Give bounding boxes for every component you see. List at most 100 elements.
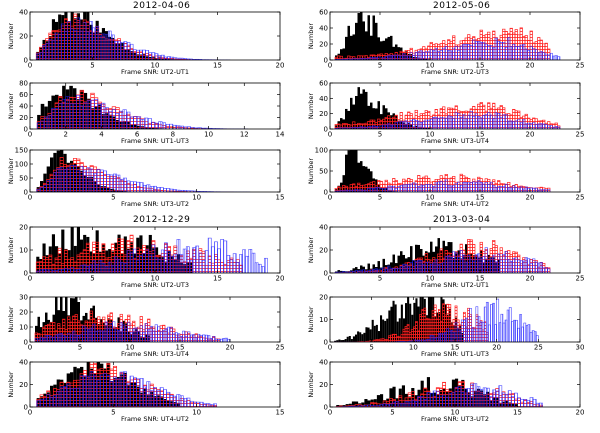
blue-bar [450, 257, 453, 273]
blue-bar [505, 47, 508, 60]
x-tick-label: 2 [63, 131, 67, 139]
blue-bar [160, 332, 163, 342]
blue-bar [543, 124, 546, 129]
blue-bar [133, 378, 136, 407]
blue-bar [70, 335, 73, 342]
blue-bar [450, 116, 453, 129]
blue-bar [137, 379, 140, 407]
black-bar [373, 16, 376, 60]
blue-bar [208, 335, 211, 342]
blue-bar [433, 391, 436, 407]
blue-bar [163, 188, 166, 192]
blue-bar [47, 394, 50, 407]
blue-bar [199, 253, 202, 273]
x-tick-label: 20 [276, 275, 285, 283]
blue-bar [80, 335, 83, 342]
blue-bar [434, 338, 436, 342]
blue-bar [230, 260, 233, 273]
blue-bar [188, 332, 191, 342]
blue-bar [518, 260, 521, 273]
blue-bar [511, 396, 514, 407]
blue-bar [93, 376, 96, 407]
blue-bar [143, 50, 146, 60]
y-tick-label: 20 [19, 381, 28, 389]
y-tick-label: 60 [319, 9, 328, 17]
blue-bar [77, 388, 80, 407]
blue-bar [102, 263, 105, 273]
blue-bar [474, 384, 477, 407]
blue-bar [224, 241, 227, 273]
blue-bar [48, 116, 52, 129]
x-tick-label: 10 [204, 131, 213, 139]
blue-bar [158, 327, 161, 342]
x-axis-label: Frame SNR: UT3-UT2 [421, 415, 489, 423]
blue-bar [520, 123, 523, 129]
blue-bar [116, 113, 120, 129]
blue-bar [405, 265, 408, 273]
blue-bar [68, 270, 71, 273]
blue-bar [550, 53, 553, 60]
blue-bar [455, 113, 458, 129]
x-tick-label: 25 [276, 344, 285, 352]
blue-bar [155, 54, 158, 60]
blue-bar [525, 49, 528, 60]
blue-bar [370, 270, 373, 273]
blue-bar [470, 308, 472, 342]
blue-bar [124, 263, 127, 273]
blue-bar [64, 268, 67, 273]
blue-bar [463, 320, 465, 342]
blue-bar [105, 34, 108, 60]
blue-bar [548, 126, 551, 129]
x-tick-label: 0 [328, 275, 332, 283]
blue-bar [424, 399, 427, 407]
y-tick-label: 50 [19, 175, 28, 183]
x-tick-label: 25 [534, 344, 543, 352]
blue-bar [134, 117, 138, 129]
blue-bar [527, 400, 530, 407]
blue-bar [403, 122, 406, 129]
blue-bar [155, 123, 159, 129]
black-bar [353, 34, 356, 60]
blue-bar [528, 188, 531, 192]
blue-bar [508, 259, 511, 273]
blue-bar [433, 117, 436, 129]
blue-bar [530, 264, 533, 273]
blue-bar [168, 57, 171, 60]
blue-bar [151, 122, 155, 129]
blue-bar [408, 184, 411, 192]
blue-bar [152, 245, 155, 273]
blue-bar [127, 251, 130, 273]
blue-bar [474, 329, 476, 342]
blue-bar [400, 122, 403, 129]
blue-bar [170, 328, 173, 342]
blue-bar [460, 117, 463, 129]
blue-bar [410, 121, 413, 129]
blue-bar [107, 175, 110, 192]
blue-bar [515, 46, 518, 60]
blue-bar [438, 265, 441, 273]
blue-bar [499, 386, 502, 407]
x-tick-label: 20 [226, 344, 235, 352]
blue-bar [363, 270, 366, 273]
blue-bar [453, 186, 456, 192]
blue-bar [195, 338, 198, 342]
blue-bar [461, 392, 464, 407]
blue-bar [523, 261, 526, 273]
blue-bar [143, 185, 146, 192]
blue-bar [545, 268, 548, 273]
blue-bar [509, 307, 511, 342]
blue-bar [530, 124, 533, 129]
blue-bar [200, 402, 203, 407]
blue-bar [535, 262, 538, 273]
blue-bar [220, 339, 223, 342]
blue-bar [515, 320, 517, 342]
blue-bar [533, 399, 536, 407]
blue-bar [89, 21, 92, 60]
blue-bar [114, 41, 117, 60]
blue-bar [473, 182, 476, 192]
blue-bar [65, 337, 68, 342]
